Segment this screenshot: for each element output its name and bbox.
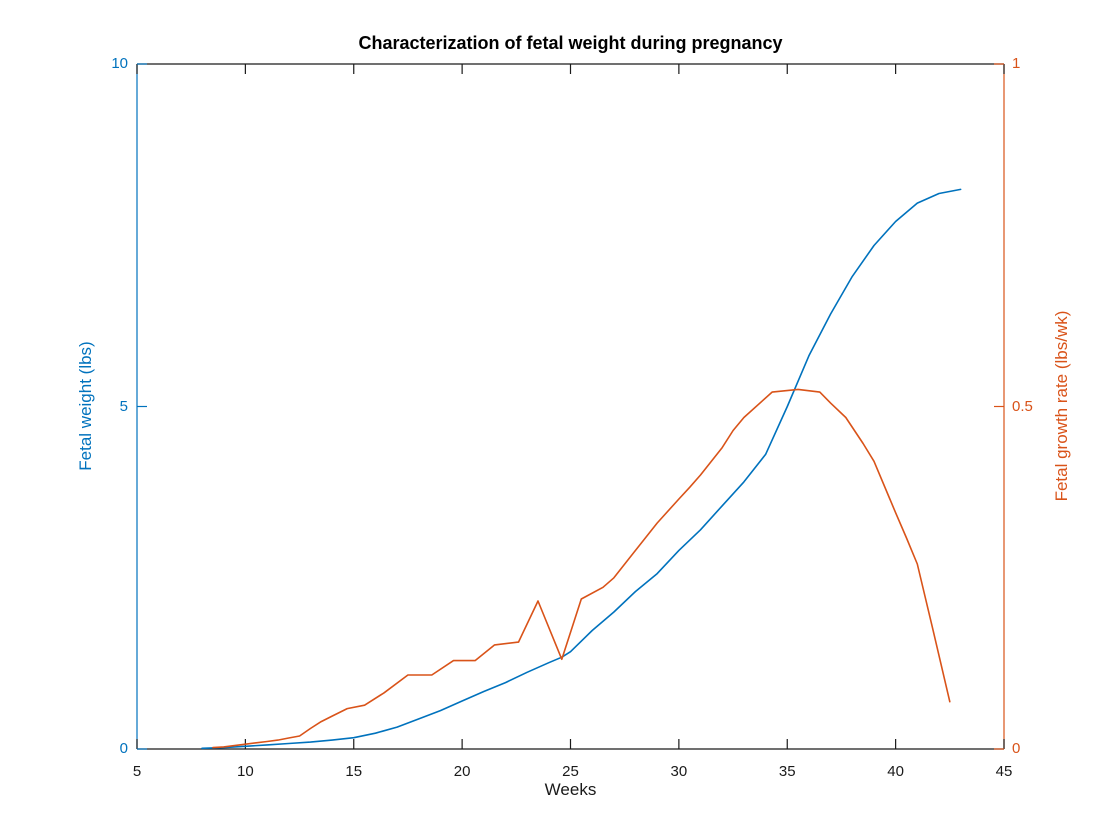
x-tick-label: 45 [995,763,1013,780]
x-tick-label: 35 [778,763,796,780]
x-tick-label: 30 [670,763,688,780]
fetal-weight-line [201,188,962,750]
right-y-tick-label: 0.5 [1012,397,1033,415]
x-axis-label: Weeks [544,780,597,799]
left-y-tick-label: 0 [119,740,128,757]
x-tick-label: 10 [237,763,254,780]
x-tick-label: 25 [562,763,579,780]
left-y-tick-label: 5 [119,397,128,415]
x-tick-label: 5 [132,763,142,780]
x-tick-label: 15 [345,763,363,780]
right-y-tick-label: 0 [1012,740,1021,757]
right-y-axis-label: Fetal growth rate (lbs/wk) [1052,310,1071,502]
left-y-tick-label: 10 [111,55,128,72]
x-tick-label: 40 [887,763,904,780]
chart-title: Characterization of fetal weight during … [358,33,783,53]
growth-rate-line [212,388,951,749]
x-tick-label: 20 [453,763,471,780]
right-y-tick-label: 1 [1012,55,1021,72]
